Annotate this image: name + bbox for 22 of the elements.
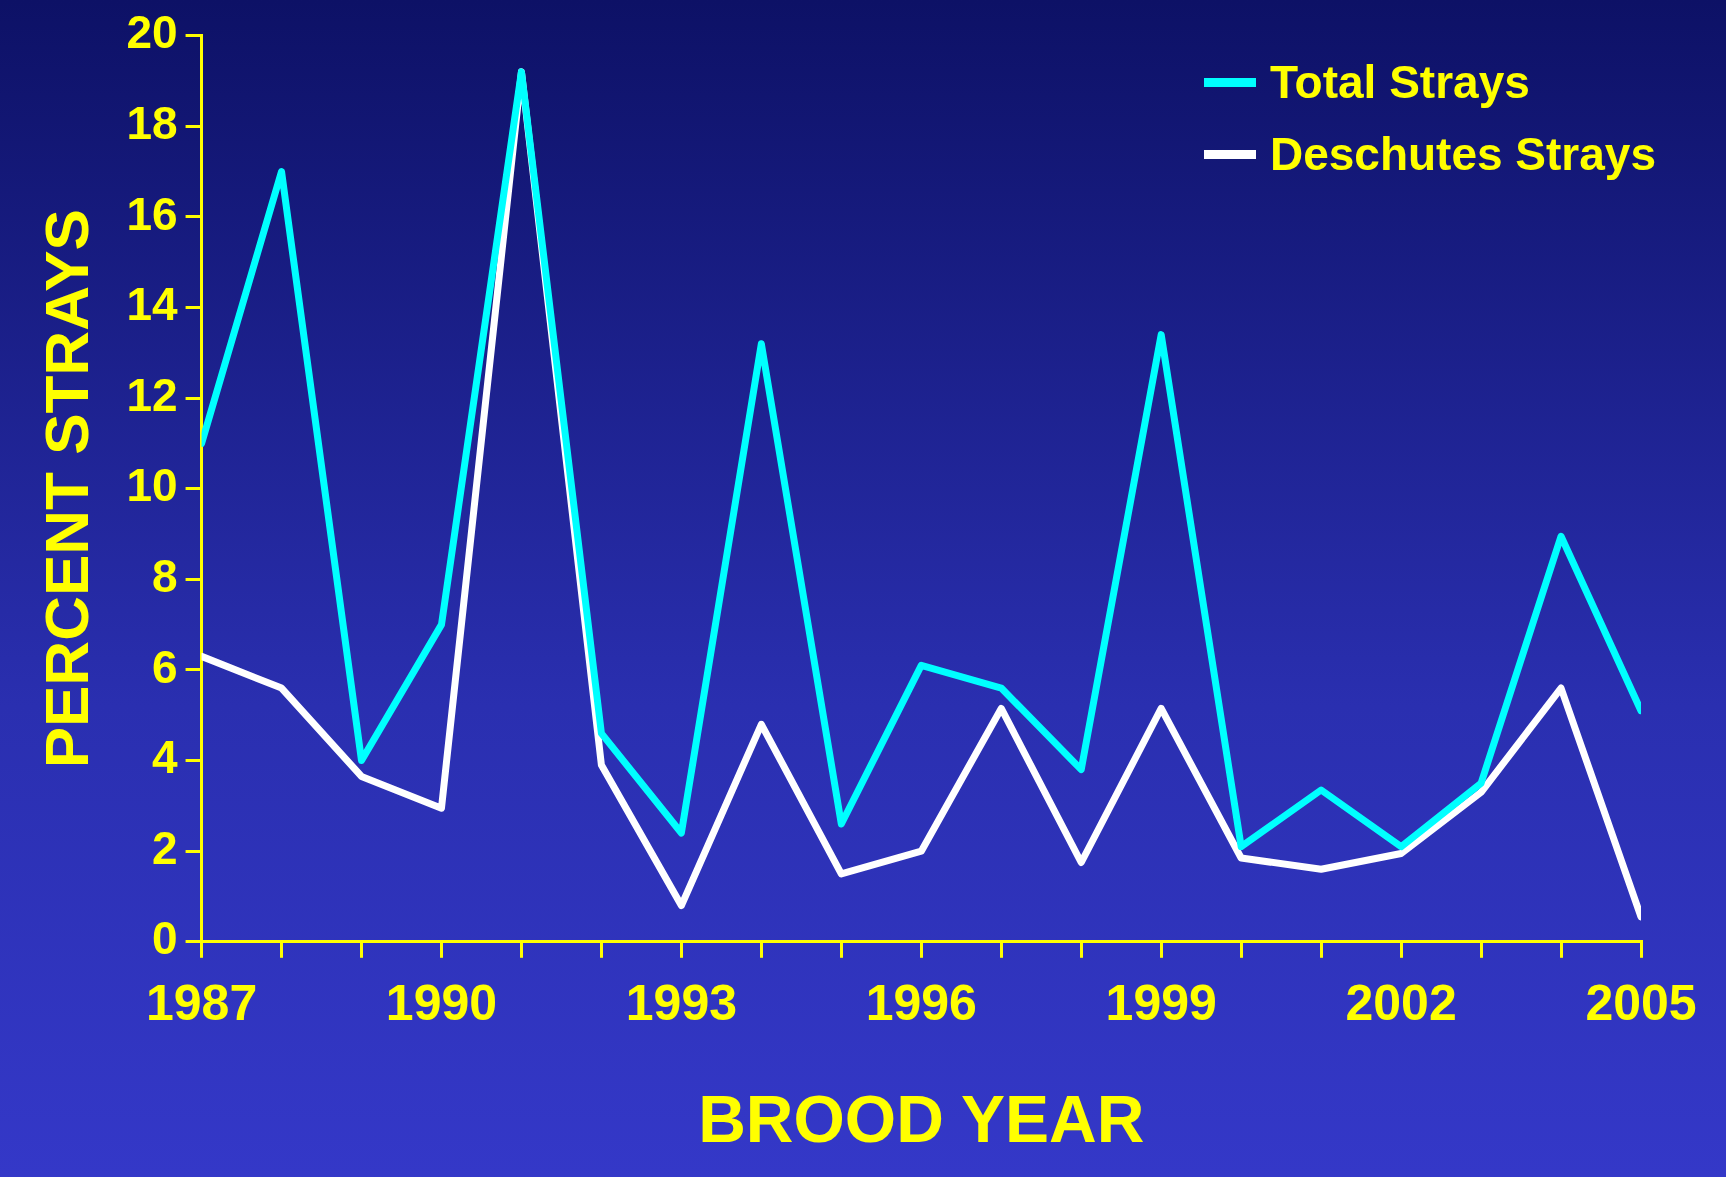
x-tick-label: 1987: [145, 974, 258, 1031]
y-tick-label: 18: [126, 96, 178, 149]
y-tick-label: 14: [126, 278, 178, 331]
y-tick-label: 8: [151, 550, 178, 603]
x-tick-label: 2005: [1585, 974, 1697, 1031]
x-tick-label: 1993: [625, 974, 737, 1031]
y-tick-label: 10: [126, 459, 178, 512]
y-tick-label: 4: [151, 731, 178, 784]
legend-label: Deschutes Strays: [1269, 127, 1656, 181]
y-tick-label: 0: [151, 912, 178, 965]
y-tick-label: 20: [126, 6, 178, 59]
x-tick-label: 1990: [385, 974, 498, 1031]
x-axis-title: BROOD YEAR: [698, 1081, 1145, 1156]
x-tick-label: 1996: [865, 974, 977, 1031]
y-tick-label: 12: [126, 368, 178, 421]
y-axis-title: PERCENT STRAYS: [32, 209, 102, 769]
legend-label: Total Strays: [1269, 55, 1530, 109]
x-tick-label: 2002: [1345, 974, 1457, 1031]
x-tick-label: 1999: [1105, 974, 1217, 1031]
y-tick-label: 16: [126, 187, 178, 240]
y-tick-label: 6: [151, 640, 178, 693]
y-tick-label: 2: [151, 821, 178, 874]
